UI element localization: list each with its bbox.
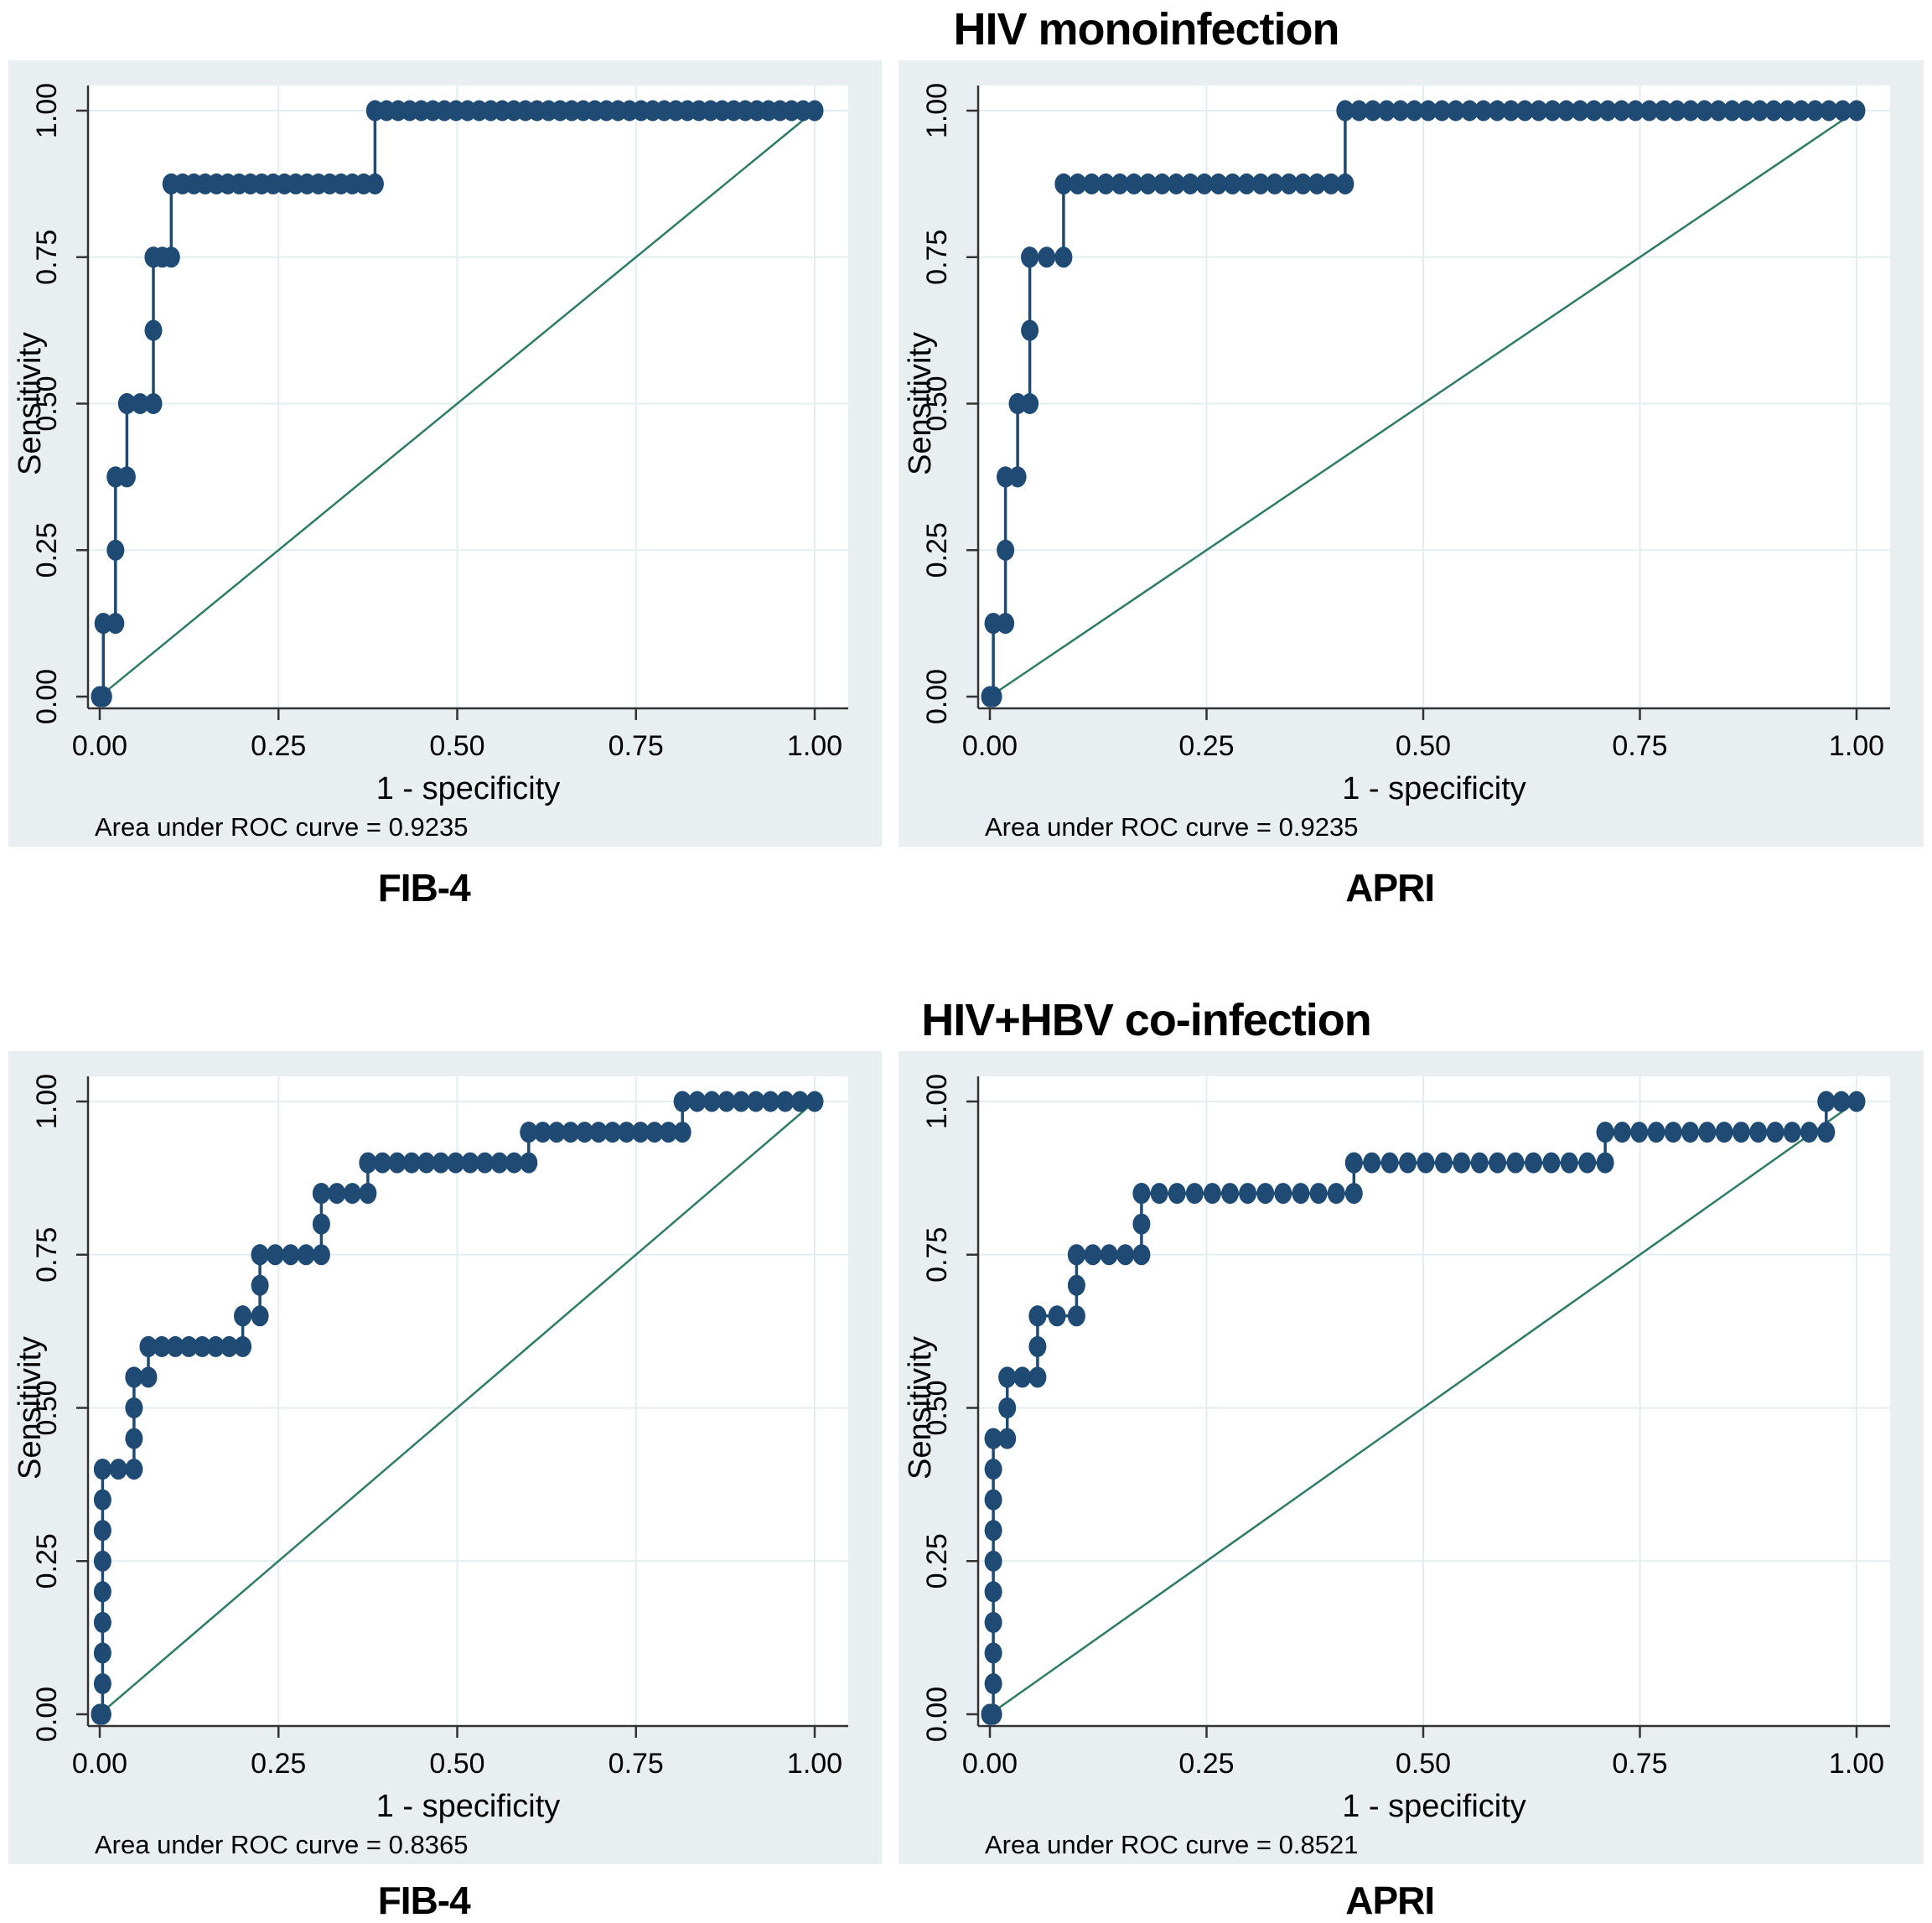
svg-text:1.00: 1.00 bbox=[31, 1074, 63, 1129]
svg-text:0.25: 0.25 bbox=[31, 1533, 63, 1589]
roc-panel-mono-apri: 0.00 0.25 0.50 0.75 1.00 0.00 0.25 0.50 0.75 1.00… bbox=[899, 60, 1924, 847]
svg-text:0.25: 0.25 bbox=[921, 522, 953, 578]
svg-text:0.00: 0.00 bbox=[962, 1748, 1018, 1780]
row2-panel-labels: FIB-4 APRI bbox=[0, 1864, 1932, 1922]
row1-panels: 0.00 0.25 0.50 0.75 1.00 0.00 0.25 0.50 0.75 1.00… bbox=[0, 60, 1932, 847]
panel-label-co-fib4: FIB-4 bbox=[377, 1879, 471, 1922]
svg-text:1.00: 1.00 bbox=[921, 83, 953, 138]
svg-text:Area under ROC curve = 0.9235: Area under ROC curve = 0.9235 bbox=[95, 812, 468, 842]
roc-chart-mono-apri: 0.00 0.25 0.50 0.75 1.00 0.00 0.25 0.50 0.75 1.00… bbox=[903, 83, 1890, 842]
svg-text:1.00: 1.00 bbox=[921, 1074, 953, 1129]
roc-chart-co-fib4: 0.00 0.25 0.50 0.75 1.00 0.00 0.25 0.50 0.75 1.00… bbox=[13, 1074, 848, 1859]
svg-text:Area under ROC curve = 0.8521: Area under ROC curve = 0.8521 bbox=[985, 1830, 1358, 1859]
svg-text:0.50: 0.50 bbox=[31, 376, 63, 431]
svg-text:1.00: 1.00 bbox=[31, 83, 63, 138]
roc-panel-mono-fib4: 0.00 0.25 0.50 0.75 1.00 0.00 0.25 0.50 0.75 1.00… bbox=[8, 60, 882, 847]
svg-text:Area under ROC curve = 0.8365: Area under ROC curve = 0.8365 bbox=[95, 1830, 468, 1859]
roc-panel-co-apri: 0.00 0.25 0.50 0.75 1.00 0.00 0.25 0.50 0.75 1.00… bbox=[899, 1051, 1924, 1864]
figure: HIV monoinfection 0.00 0.25 0.50 0.75 1.00 0.… bbox=[0, 3, 1932, 1922]
row1-panel-labels: FIB-4 APRI bbox=[0, 847, 1932, 917]
svg-text:1 - specificity: 1 - specificity bbox=[1342, 1789, 1526, 1824]
svg-text:0.75: 0.75 bbox=[31, 1227, 63, 1283]
svg-text:0.75: 0.75 bbox=[1612, 1748, 1667, 1780]
svg-text:0.25: 0.25 bbox=[921, 1533, 953, 1589]
roc-panel-co-fib4: 0.00 0.25 0.50 0.75 1.00 0.00 0.25 0.50 0.75 1.00… bbox=[8, 1051, 882, 1864]
svg-text:Sensitivity: Sensitivity bbox=[903, 1336, 938, 1480]
svg-text:0.00: 0.00 bbox=[921, 1687, 953, 1742]
svg-text:0.75: 0.75 bbox=[609, 1748, 664, 1780]
svg-text:1.00: 1.00 bbox=[1829, 1748, 1884, 1780]
svg-text:1 - specificity: 1 - specificity bbox=[376, 771, 561, 806]
svg-text:Sensitivity: Sensitivity bbox=[13, 332, 48, 475]
svg-text:0.00: 0.00 bbox=[31, 669, 63, 724]
svg-text:0.50: 0.50 bbox=[429, 730, 484, 762]
svg-text:0.25: 0.25 bbox=[251, 730, 306, 762]
svg-text:0.75: 0.75 bbox=[1612, 730, 1667, 762]
roc-chart-mono-fib4: 0.00 0.25 0.50 0.75 1.00 0.00 0.25 0.50 0.75 1.00… bbox=[13, 83, 848, 842]
svg-text:0.00: 0.00 bbox=[962, 730, 1018, 762]
svg-text:0.25: 0.25 bbox=[1178, 1748, 1234, 1780]
svg-text:0.75: 0.75 bbox=[921, 230, 953, 285]
svg-text:0.00: 0.00 bbox=[921, 669, 953, 724]
svg-text:0.50: 0.50 bbox=[1396, 730, 1451, 762]
svg-text:0.50: 0.50 bbox=[921, 1380, 953, 1435]
svg-text:0.50: 0.50 bbox=[921, 376, 953, 431]
svg-text:0.25: 0.25 bbox=[31, 522, 63, 578]
svg-text:1.00: 1.00 bbox=[787, 730, 842, 762]
row2-panels: 0.00 0.25 0.50 0.75 1.00 0.00 0.25 0.50 0.75 1.00… bbox=[0, 1051, 1932, 1864]
svg-text:Area under ROC curve = 0.9235: Area under ROC curve = 0.9235 bbox=[985, 812, 1358, 842]
row2-title: HIV+HBV co-infection bbox=[921, 995, 1372, 1045]
svg-text:0.50: 0.50 bbox=[429, 1748, 484, 1780]
roc-chart-co-apri: 0.00 0.25 0.50 0.75 1.00 0.00 0.25 0.50 0.75 1.00… bbox=[903, 1074, 1890, 1859]
svg-text:1.00: 1.00 bbox=[1829, 730, 1884, 762]
svg-text:1.00: 1.00 bbox=[787, 1748, 842, 1780]
svg-text:0.00: 0.00 bbox=[72, 1748, 127, 1780]
panel-label-mono-fib4: FIB-4 bbox=[377, 866, 471, 910]
svg-text:0.25: 0.25 bbox=[1178, 730, 1234, 762]
row1-title: HIV monoinfection bbox=[953, 4, 1340, 54]
svg-text:0.00: 0.00 bbox=[72, 730, 127, 762]
svg-text:0.75: 0.75 bbox=[609, 730, 664, 762]
svg-text:0.75: 0.75 bbox=[921, 1227, 953, 1283]
svg-text:1 - specificity: 1 - specificity bbox=[376, 1789, 561, 1824]
svg-text:Sensitivity: Sensitivity bbox=[903, 332, 938, 475]
svg-text:0.50: 0.50 bbox=[31, 1380, 63, 1435]
panel-label-co-apri: APRI bbox=[1345, 1879, 1435, 1922]
panel-label-mono-apri: APRI bbox=[1345, 866, 1435, 910]
svg-text:0.00: 0.00 bbox=[31, 1687, 63, 1742]
svg-text:Sensitivity: Sensitivity bbox=[13, 1336, 48, 1480]
svg-text:0.75: 0.75 bbox=[31, 230, 63, 285]
svg-text:1 - specificity: 1 - specificity bbox=[1342, 771, 1526, 806]
svg-text:0.25: 0.25 bbox=[251, 1748, 306, 1780]
svg-text:0.50: 0.50 bbox=[1396, 1748, 1451, 1780]
